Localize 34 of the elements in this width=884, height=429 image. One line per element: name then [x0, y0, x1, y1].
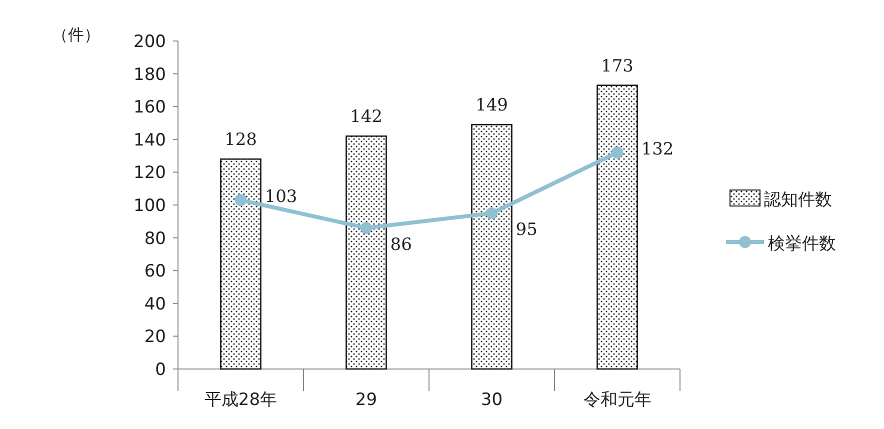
y-tick-label: 140 — [134, 130, 166, 150]
point — [611, 146, 624, 159]
data-label: 103 — [264, 187, 298, 208]
data-label: 149 — [476, 96, 508, 116]
y-tick-label: 160 — [134, 98, 166, 118]
point — [486, 207, 498, 220]
data-label: 128 — [224, 130, 257, 150]
x-tick-label: 29 — [355, 390, 378, 410]
y-tick-label: 0 — [155, 360, 166, 380]
y-tick-label: 120 — [134, 163, 166, 184]
point — [234, 194, 247, 206]
y-tick-label: 200 — [134, 32, 166, 52]
y-tick-label: 100 — [134, 196, 166, 216]
bar — [346, 135, 387, 370]
y-tick-label: 180 — [134, 64, 166, 85]
legend-label: 検挙件数 — [768, 234, 836, 254]
bar — [471, 124, 512, 370]
point — [360, 222, 372, 234]
data-label: 142 — [350, 107, 382, 128]
data-label: 86 — [390, 234, 412, 255]
bar — [596, 84, 638, 370]
data-label: 173 — [601, 56, 634, 76]
legend-label: 認知件数 — [764, 190, 832, 210]
data-label: 132 — [641, 140, 674, 160]
x-tick-label: 令和元年 — [583, 390, 652, 410]
y-axis-title: （件） — [52, 25, 100, 44]
x-tick-label: 30 — [480, 390, 503, 410]
y-tick-label: 80 — [144, 228, 166, 249]
y-tick-label: 40 — [144, 294, 166, 314]
y-tick-label: 60 — [144, 262, 166, 282]
bar — [220, 158, 262, 370]
data-label: 95 — [516, 220, 538, 240]
y-tick-label: 20 — [144, 327, 166, 348]
x-tick-label: 平成28年 — [204, 390, 278, 410]
